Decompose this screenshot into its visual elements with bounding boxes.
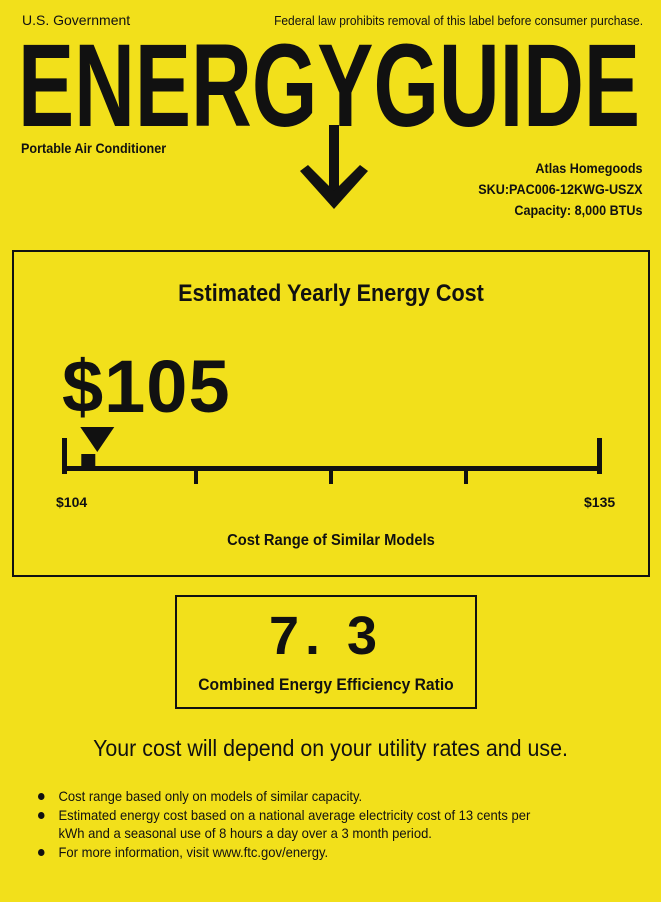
svg-text:ENERGYGUIDE: ENERGYGUIDE — [18, 28, 640, 138]
yearly-cost-box: Estimated Yearly Energy Cost $105 $104 $… — [12, 250, 650, 577]
energyguide-logo: ENERGYGUIDE — [18, 28, 640, 138]
sku: SKU:PAC006-12KWG-USZX — [478, 181, 643, 197]
scale-end-right — [597, 438, 602, 474]
range-min-label: $104 — [56, 494, 88, 510]
efficiency-box: 7. 3 Combined Energy Efficiency Ratio — [175, 595, 477, 709]
ceer-value: 7. 3 — [268, 606, 384, 666]
cost-value: $105 — [62, 345, 231, 428]
product-type: Portable Air Conditioner — [21, 140, 167, 156]
scale-tick — [329, 468, 333, 484]
footnote-item: For more information, visit www.ftc.gov/… — [38, 843, 559, 862]
cost-marker-icon — [80, 427, 115, 466]
range-max-label: $135 — [584, 494, 616, 510]
scale-tick — [464, 468, 468, 484]
manufacturer: Atlas Homegoods — [535, 160, 643, 176]
cost-title: Estimated Yearly Energy Cost — [178, 280, 484, 307]
cost-range-scale — [62, 427, 602, 484]
cost-note: Your cost will depend on your utility ra… — [93, 735, 568, 761]
footnotes: Cost range based only on models of simil… — [38, 787, 559, 861]
footnote-item: Estimated energy cost based on a nationa… — [38, 806, 559, 843]
capacity: Capacity: 8,000 BTUs — [514, 202, 643, 218]
ceer-caption: Combined Energy Efficiency Ratio — [198, 675, 454, 694]
footnote-item: Cost range based only on models of simil… — [38, 787, 559, 806]
product-info: Atlas Homegoods SKU:PAC006-12KWG-USZX Ca… — [479, 158, 643, 221]
government-label: U.S. Government — [22, 12, 131, 28]
arrow-down-icon — [300, 125, 368, 209]
scale-tick — [194, 468, 198, 484]
range-caption: Cost Range of Similar Models — [227, 532, 435, 549]
scale-end-left — [62, 438, 67, 474]
legal-notice: Federal law prohibits removal of this la… — [274, 13, 643, 28]
